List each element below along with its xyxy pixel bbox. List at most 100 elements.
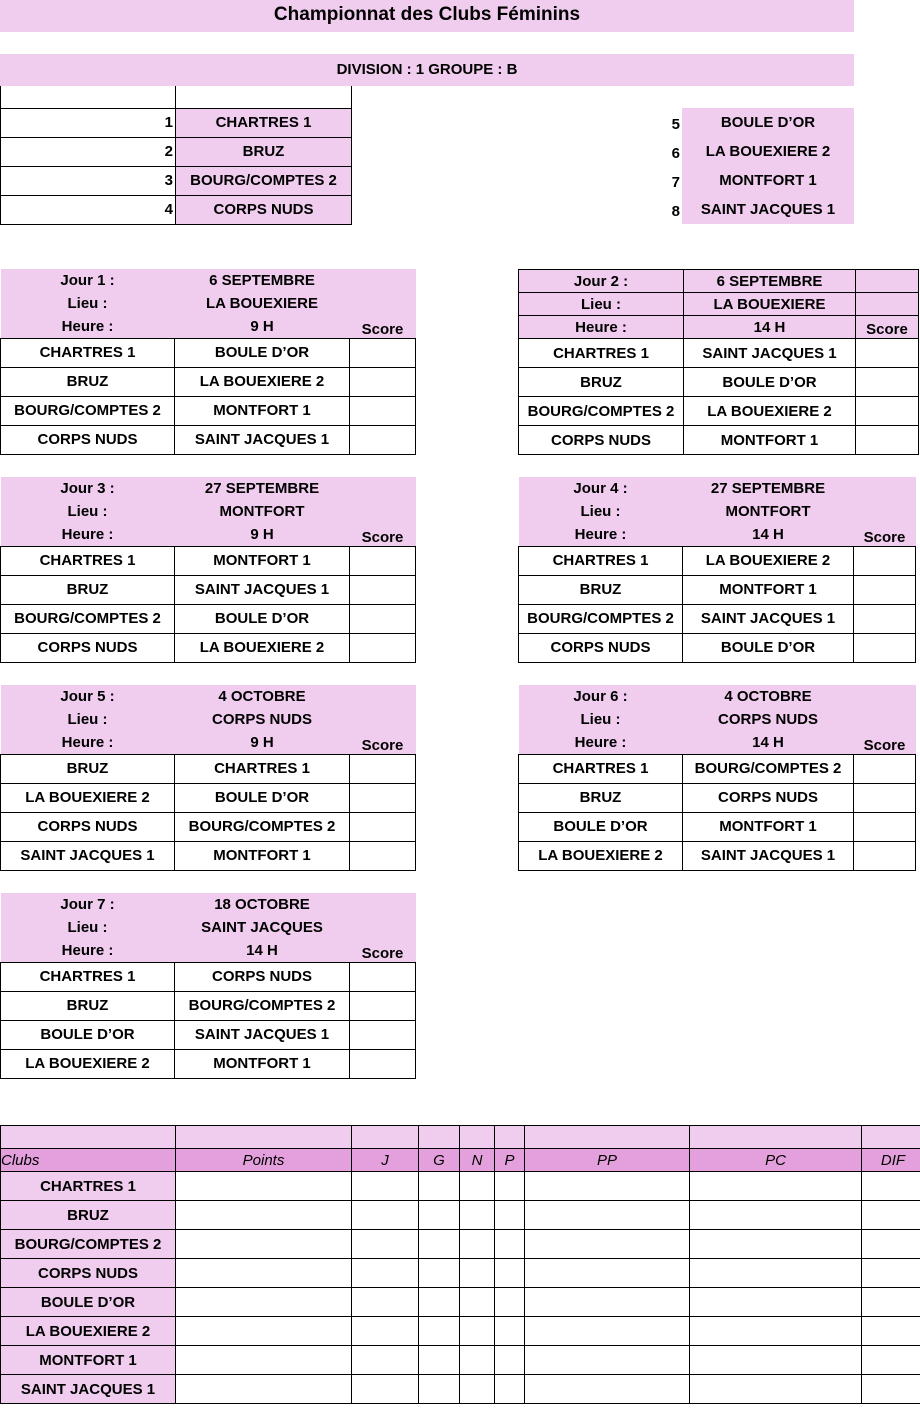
score-input[interactable] — [853, 545, 916, 576]
stat-cell[interactable] — [524, 1200, 690, 1230]
stat-cell[interactable] — [524, 1229, 690, 1259]
stat-cell[interactable] — [494, 1316, 525, 1346]
stat-cell[interactable] — [418, 1316, 460, 1346]
stat-cell[interactable] — [861, 1229, 920, 1259]
stat-cell[interactable] — [418, 1345, 460, 1375]
stat-cell[interactable] — [351, 1258, 419, 1288]
score-input[interactable] — [855, 396, 919, 426]
score-input[interactable] — [349, 424, 416, 455]
club-name: BOULE D’OR — [0, 1287, 176, 1317]
stat-cell[interactable] — [418, 1258, 460, 1288]
stat-cell[interactable] — [175, 1345, 352, 1375]
score-input[interactable] — [349, 1048, 416, 1079]
stat-cell[interactable] — [494, 1374, 525, 1404]
stat-cell[interactable] — [524, 1258, 690, 1288]
stat-cell[interactable] — [351, 1200, 419, 1230]
score-input[interactable] — [853, 753, 916, 784]
stat-cell[interactable] — [861, 1287, 920, 1317]
stat-cell[interactable] — [175, 1200, 352, 1230]
day-label: Jour 4 : — [573, 480, 628, 497]
team-number: 6 — [671, 145, 680, 162]
stat-cell[interactable] — [494, 1287, 525, 1317]
stat-cell[interactable] — [524, 1374, 690, 1404]
score-input[interactable] — [349, 337, 416, 368]
score-input[interactable] — [349, 395, 416, 426]
stat-cell[interactable] — [494, 1171, 525, 1201]
stat-cell[interactable] — [689, 1316, 862, 1346]
stat-cell[interactable] — [459, 1258, 495, 1288]
score-input[interactable] — [349, 574, 416, 605]
stat-cell[interactable] — [418, 1287, 460, 1317]
stat-cell[interactable] — [418, 1374, 460, 1404]
score-input[interactable] — [349, 990, 416, 1021]
stat-cell[interactable] — [175, 1316, 352, 1346]
score-input[interactable] — [349, 603, 416, 634]
score-input[interactable] — [349, 753, 416, 784]
stat-cell[interactable] — [494, 1258, 525, 1288]
stat-cell[interactable] — [861, 1200, 920, 1230]
score-input[interactable] — [853, 603, 916, 634]
score-input[interactable] — [349, 1019, 416, 1050]
score-input[interactable] — [853, 632, 916, 663]
stat-cell[interactable] — [494, 1345, 525, 1375]
stat-cell[interactable] — [175, 1287, 352, 1317]
stat-cell[interactable] — [175, 1258, 352, 1288]
stat-cell[interactable] — [418, 1200, 460, 1230]
stat-cell[interactable] — [689, 1200, 862, 1230]
score-input[interactable] — [855, 367, 919, 397]
stat-cell[interactable] — [861, 1374, 920, 1404]
score-input[interactable] — [855, 425, 919, 455]
stat-cell[interactable] — [861, 1316, 920, 1346]
score-input[interactable] — [853, 840, 916, 871]
stat-cell[interactable] — [351, 1229, 419, 1259]
stat-cell[interactable] — [861, 1171, 920, 1201]
score-input[interactable] — [349, 632, 416, 663]
stat-cell[interactable] — [459, 1200, 495, 1230]
team-number: 1 — [0, 107, 176, 138]
score-input[interactable] — [349, 811, 416, 842]
stat-cell[interactable] — [351, 1171, 419, 1201]
stat-cell[interactable] — [689, 1229, 862, 1259]
stat-cell[interactable] — [861, 1258, 920, 1288]
stat-cell[interactable] — [351, 1316, 419, 1346]
stat-cell[interactable] — [175, 1171, 352, 1201]
stat-cell[interactable] — [459, 1287, 495, 1317]
score-input[interactable] — [853, 574, 916, 605]
score-input[interactable] — [349, 545, 416, 576]
stat-cell[interactable] — [459, 1345, 495, 1375]
stat-cell[interactable] — [459, 1374, 495, 1404]
score-input[interactable] — [349, 366, 416, 397]
score-input[interactable] — [855, 338, 919, 368]
stat-cell[interactable] — [351, 1345, 419, 1375]
stat-cell[interactable] — [524, 1316, 690, 1346]
stat-cell[interactable] — [418, 1229, 460, 1259]
score-input[interactable] — [349, 782, 416, 813]
stat-cell[interactable] — [459, 1229, 495, 1259]
stat-cell[interactable] — [459, 1316, 495, 1346]
stat-cell[interactable] — [459, 1171, 495, 1201]
stat-cell[interactable] — [689, 1171, 862, 1201]
score-input[interactable] — [853, 811, 916, 842]
empty-cell — [350, 916, 416, 939]
away-team: BOULE D’OR — [683, 367, 856, 397]
stat-cell[interactable] — [861, 1345, 920, 1375]
stat-cell[interactable] — [524, 1171, 690, 1201]
stat-cell[interactable] — [689, 1345, 862, 1375]
stat-cell[interactable] — [494, 1200, 525, 1230]
stat-cell[interactable] — [689, 1258, 862, 1288]
stat-cell[interactable] — [689, 1287, 862, 1317]
stat-cell[interactable] — [689, 1374, 862, 1404]
score-input[interactable] — [349, 840, 416, 871]
stat-cell[interactable] — [351, 1374, 419, 1404]
stat-cell[interactable] — [418, 1171, 460, 1201]
stat-cell[interactable] — [524, 1345, 690, 1375]
stat-cell[interactable] — [524, 1287, 690, 1317]
stat-cell[interactable] — [175, 1229, 352, 1259]
score-input[interactable] — [853, 782, 916, 813]
stat-cell[interactable] — [175, 1374, 352, 1404]
score-input[interactable] — [349, 961, 416, 992]
stat-cell[interactable] — [494, 1229, 525, 1259]
day-time: 14 H — [683, 315, 856, 339]
home-team: CHARTRES 1 — [518, 338, 684, 368]
stat-cell[interactable] — [351, 1287, 419, 1317]
